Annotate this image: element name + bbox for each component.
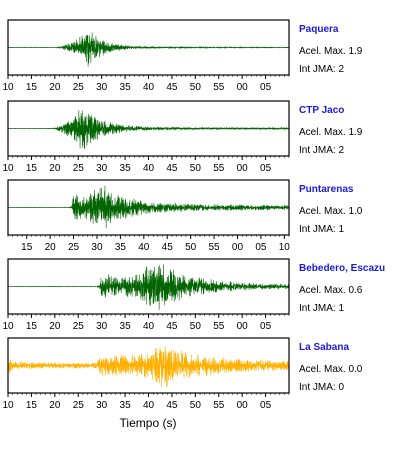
x-tick-label: 20 bbox=[45, 242, 57, 253]
x-tick-label: 05 bbox=[260, 400, 272, 411]
x-tick-label: 10 bbox=[2, 400, 14, 411]
panel-3: 15 20 25 30 35 40 45 50 55 00 05 10 Puntarenas Acel. … bbox=[7, 179, 363, 253]
panels: 10 15 20 25 30 35 40 45 50 55 00 05 Paquera Acel. Max… bbox=[2, 19, 385, 411]
waveform-trace bbox=[8, 264, 289, 310]
x-tick-label: 35 bbox=[120, 163, 132, 174]
panel-1: 10 15 20 25 30 35 40 45 50 55 00 05 Paquera Acel. Max… bbox=[2, 19, 363, 93]
x-tick-label: 00 bbox=[237, 400, 249, 411]
x-tick-label: 45 bbox=[166, 321, 178, 332]
x-tick-label: 40 bbox=[138, 242, 150, 253]
waveform-trace bbox=[8, 345, 289, 388]
panel-5: 10 15 20 25 30 35 40 45 50 55 00 05 La Sabana Acel. M… bbox=[2, 337, 363, 411]
x-tick-label: 35 bbox=[120, 82, 132, 93]
x-tick-label: 15 bbox=[26, 82, 38, 93]
x-tick-label: 35 bbox=[120, 321, 132, 332]
x-tick-label: 10 bbox=[2, 82, 14, 93]
max-acceleration-label: Acel. Max. 0.0 bbox=[299, 364, 363, 375]
x-axis-label: Tiempo (s) bbox=[120, 416, 177, 430]
x-tick-label: 25 bbox=[73, 82, 85, 93]
jma-intensity-label: Int JMA: 2 bbox=[299, 64, 344, 75]
x-tick-label: 50 bbox=[190, 163, 202, 174]
x-tick-label: 30 bbox=[96, 163, 108, 174]
max-acceleration-label: Acel. Max. 1.9 bbox=[299, 127, 363, 138]
x-tick-label: 40 bbox=[143, 321, 155, 332]
x-tick-label: 30 bbox=[96, 400, 108, 411]
x-tick-label: 15 bbox=[26, 400, 38, 411]
x-tick-label: 45 bbox=[166, 82, 178, 93]
x-tick-label: 20 bbox=[49, 321, 61, 332]
x-tick-label: 55 bbox=[213, 163, 225, 174]
x-tick-label: 45 bbox=[166, 400, 178, 411]
station-name: CTP Jaco bbox=[299, 105, 344, 116]
station-name: Paquera bbox=[299, 24, 339, 35]
x-tick-label: 40 bbox=[143, 163, 155, 174]
x-tick-label: 15 bbox=[26, 321, 38, 332]
x-tick-label: 45 bbox=[162, 242, 174, 253]
x-tick-label: 25 bbox=[73, 400, 85, 411]
x-tick-label: 30 bbox=[96, 82, 108, 93]
panel-2: 10 15 20 25 30 35 40 45 50 55 00 05 CTP Jaco Acel. Ma… bbox=[2, 100, 363, 174]
x-tick-label: 10 bbox=[2, 163, 14, 174]
jma-intensity-label: Int JMA: 1 bbox=[299, 224, 344, 235]
waveform-trace bbox=[8, 110, 289, 149]
x-tick-label: 00 bbox=[237, 82, 249, 93]
jma-intensity-label: Int JMA: 1 bbox=[299, 303, 344, 314]
x-tick-label: 10 bbox=[279, 242, 291, 253]
x-tick-label: 40 bbox=[143, 82, 155, 93]
x-tick-label: 45 bbox=[166, 163, 178, 174]
station-name: Bebedero, Escazu bbox=[299, 263, 385, 274]
x-tick-label: 05 bbox=[260, 321, 272, 332]
x-tick-label: 20 bbox=[49, 163, 61, 174]
x-tick-label: 55 bbox=[213, 82, 225, 93]
x-tick-label: 40 bbox=[143, 400, 155, 411]
max-acceleration-label: Acel. Max. 1.9 bbox=[299, 46, 363, 57]
x-tick-label: 00 bbox=[237, 163, 249, 174]
x-tick-label: 25 bbox=[73, 163, 85, 174]
x-tick-label: 50 bbox=[190, 400, 202, 411]
x-tick-label: 25 bbox=[68, 242, 80, 253]
x-tick-label: 05 bbox=[260, 82, 272, 93]
x-tick-label: 50 bbox=[190, 82, 202, 93]
jma-intensity-label: Int JMA: 2 bbox=[299, 145, 344, 156]
x-tick-label: 50 bbox=[190, 321, 202, 332]
x-tick-label: 30 bbox=[91, 242, 103, 253]
x-tick-label: 05 bbox=[255, 242, 267, 253]
jma-intensity-label: Int JMA: 0 bbox=[299, 382, 344, 393]
x-tick-label: 20 bbox=[49, 82, 61, 93]
x-tick-label: 55 bbox=[213, 400, 225, 411]
x-tick-label: 50 bbox=[185, 242, 197, 253]
x-tick-label: 35 bbox=[120, 400, 132, 411]
waveform-trace bbox=[8, 185, 289, 229]
x-tick-label: 55 bbox=[213, 321, 225, 332]
x-tick-label: 10 bbox=[2, 321, 14, 332]
x-tick-label: 20 bbox=[49, 400, 61, 411]
panel-4: 10 15 20 25 30 35 40 45 50 55 00 05 Bebedero, Escazu… bbox=[2, 258, 385, 332]
station-name: La Sabana bbox=[299, 342, 349, 353]
x-tick-label: 00 bbox=[237, 321, 249, 332]
x-tick-label: 15 bbox=[21, 242, 33, 253]
max-acceleration-label: Acel. Max. 0.6 bbox=[299, 285, 363, 296]
waveform-trace bbox=[8, 32, 289, 67]
station-name: Puntarenas bbox=[299, 184, 354, 195]
x-tick-label: 15 bbox=[26, 163, 38, 174]
max-acceleration-label: Acel. Max. 1.0 bbox=[299, 206, 363, 217]
x-tick-label: 35 bbox=[115, 242, 127, 253]
x-tick-label: 30 bbox=[96, 321, 108, 332]
x-tick-label: 25 bbox=[73, 321, 85, 332]
x-tick-label: 55 bbox=[209, 242, 221, 253]
x-tick-label: 05 bbox=[260, 163, 272, 174]
x-tick-label: 00 bbox=[232, 242, 244, 253]
